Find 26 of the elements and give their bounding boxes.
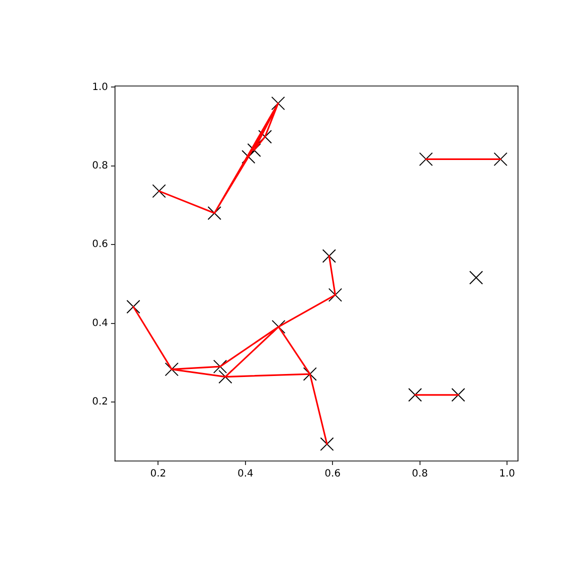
point [258,130,272,144]
point [469,270,483,284]
point [213,360,227,374]
x-tick-label: 0.6 [324,468,341,480]
y-tick-label: 0.4 [92,318,108,329]
point [126,300,140,314]
point [451,388,466,402]
x-tick-label: 0.4 [237,468,254,480]
point [152,184,166,198]
point [303,367,317,381]
point [208,206,222,220]
y-tick-label: 0.8 [92,160,108,172]
x-tick-label: 0.2 [150,468,166,480]
y-tick-label: 1.0 [92,82,108,93]
point [322,249,336,263]
point [164,362,179,376]
y-tick-label: 0.2 [92,396,108,408]
point [419,152,433,166]
point [494,152,508,166]
point [271,96,285,110]
point [328,288,342,302]
x-tick-label: 0.8 [412,468,428,480]
x-tick-label: 1.0 [499,468,516,480]
y-tick-label: 0.6 [92,239,108,250]
point [408,388,422,402]
point [320,437,334,451]
